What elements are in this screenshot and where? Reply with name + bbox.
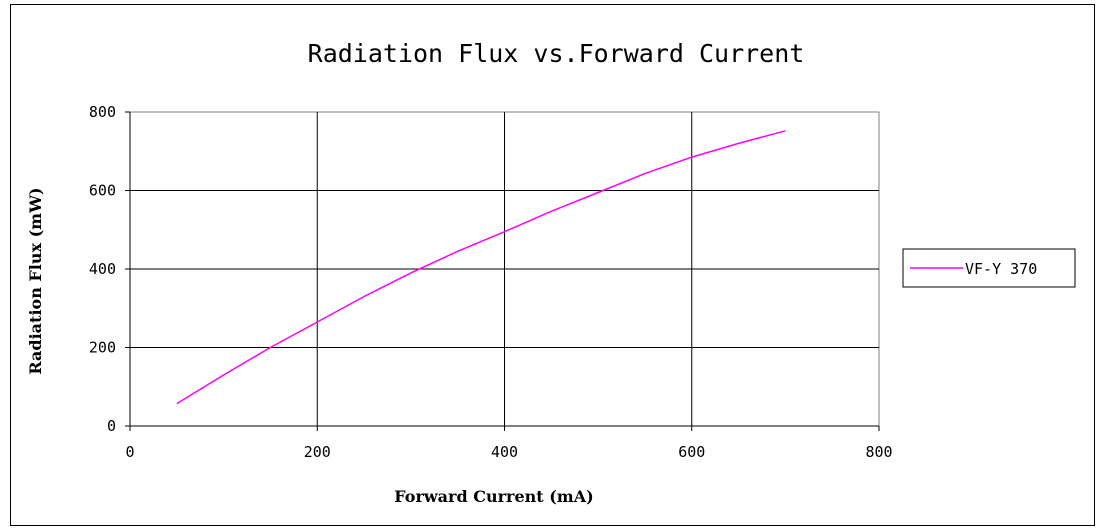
x-tick-label: 0 [125, 443, 134, 461]
x-tick-label: 800 [865, 443, 892, 461]
chart-frame: Radiation Flux vs.Forward Current 0 200 40… [10, 4, 1095, 526]
x-tick-label: 400 [491, 443, 518, 461]
series-lines [176, 130, 786, 405]
x-tick-label: 200 [304, 443, 331, 461]
x-axis-ticks: 0 200 400 600 800 [125, 426, 893, 461]
y-axis-ticks: 0 200 400 600 800 [89, 103, 130, 435]
chart-svg: Radiation Flux vs.Forward Current 0 200 40… [26, 39, 1076, 506]
legend-label-vf-y-370: VF-Y 370 [965, 260, 1037, 278]
x-axis-label: Forward Current (mA) [394, 487, 593, 506]
series-line-vf-y-370 [176, 130, 786, 405]
y-tick-label: 200 [89, 339, 116, 357]
y-axis-label: Radiation Flux (mW) [26, 187, 45, 374]
x-tick-label: 600 [678, 443, 705, 461]
y-tick-label: 800 [89, 103, 116, 121]
y-tick-label: 400 [89, 260, 116, 278]
chart-title: Radiation Flux vs.Forward Current [308, 39, 805, 68]
legend: VF-Y 370 [902, 248, 1076, 288]
y-tick-label: 600 [89, 182, 116, 200]
y-tick-label: 0 [107, 417, 116, 435]
